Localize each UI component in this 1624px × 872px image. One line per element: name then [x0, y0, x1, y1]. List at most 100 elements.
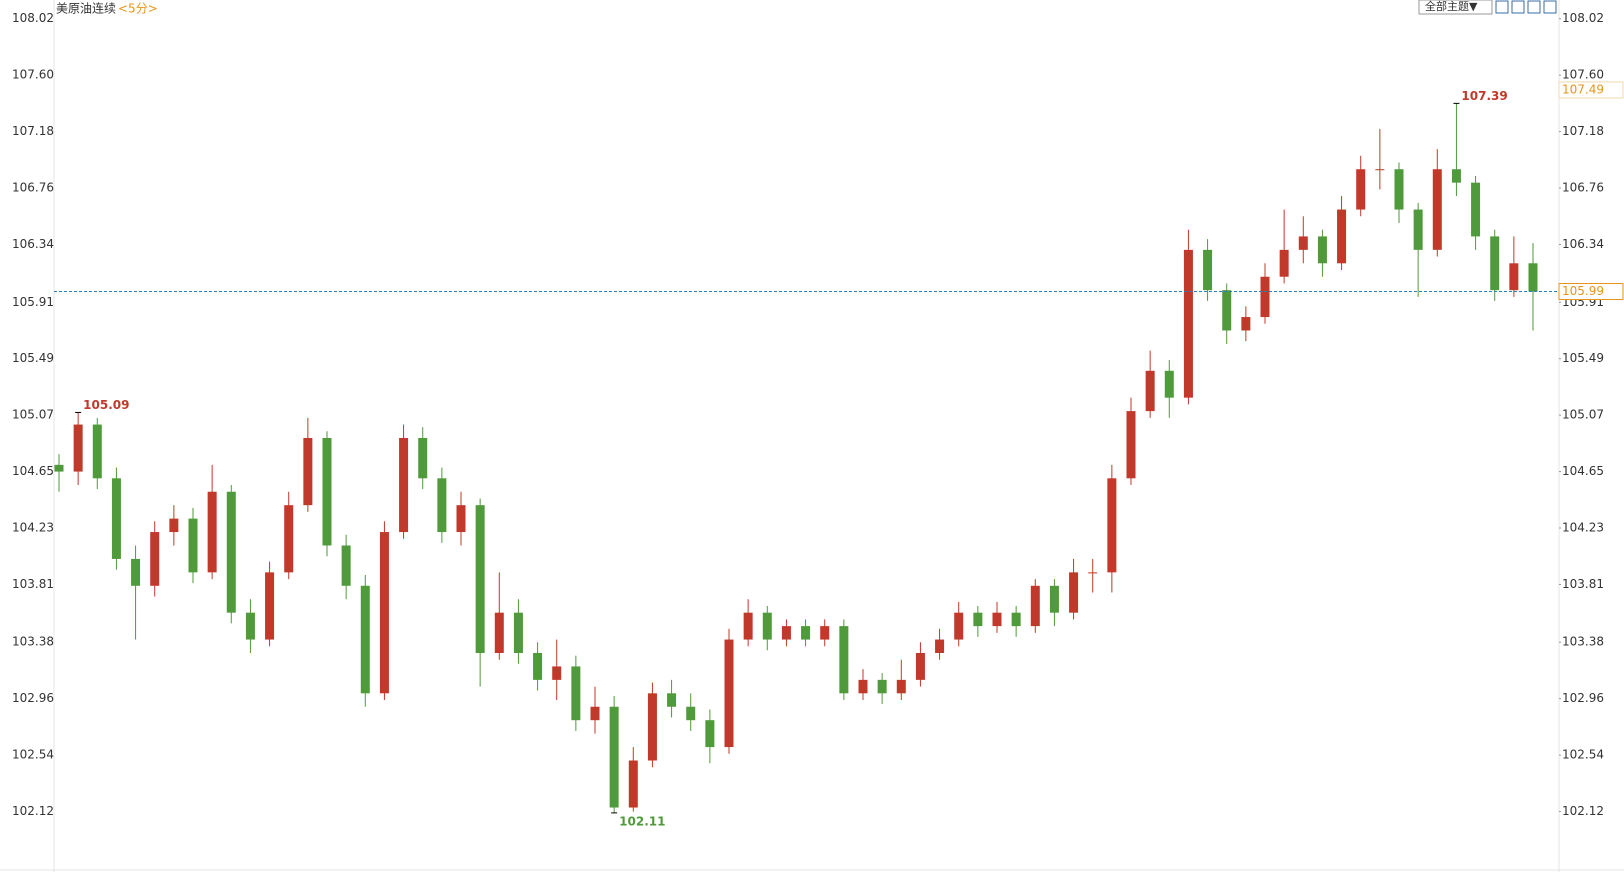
interval[interactable]: <5分>: [118, 2, 158, 16]
y-tick-label-left: 104.23: [12, 521, 54, 535]
candle-body: [992, 612, 1002, 627]
y-tick-label-left: 106.76: [12, 181, 54, 195]
candle-body: [1298, 236, 1308, 250]
candle-body: [1451, 169, 1461, 183]
candle-body: [131, 558, 141, 586]
candle-body: [456, 505, 466, 533]
y-tick-label-right: 105.07: [1562, 408, 1604, 422]
candle-body: [379, 532, 389, 694]
candle-body: [188, 518, 198, 573]
y-tick-label-right: 104.65: [1562, 464, 1604, 478]
y-tick-label-right: 107.60: [1562, 68, 1604, 82]
candle-body: [1528, 263, 1538, 292]
candle-body: [954, 612, 964, 640]
icon-end[interactable]: [1543, 0, 1557, 14]
candle-body: [1145, 370, 1155, 412]
candle-body: [92, 424, 102, 479]
candle-body: [686, 706, 696, 721]
y-tick-label-right: 105.49: [1562, 351, 1604, 365]
candle-body: [1471, 182, 1481, 237]
candle-body: [724, 639, 734, 748]
y-tick-label-right: 106.34: [1562, 237, 1604, 251]
y-tick-label-left: 106.34: [12, 237, 54, 251]
candle-body: [1509, 263, 1519, 291]
theme-button-box[interactable]: [1418, 0, 1493, 15]
candle-body: [284, 505, 294, 573]
toolbar-icons: [1495, 0, 1557, 14]
y-tick-label-left: 107.18: [12, 124, 54, 138]
theme-button[interactable]: 全部主题▼: [1425, 0, 1478, 13]
candle-body: [169, 518, 179, 533]
candle-body: [667, 693, 677, 707]
candle-body: [341, 545, 351, 586]
y-tick-label-left: 102.96: [12, 691, 54, 705]
candle-body: [418, 437, 428, 479]
y-tick-label-left: 108.02: [12, 11, 54, 25]
candle-body: [743, 612, 753, 640]
candle-body: [437, 478, 447, 533]
y-tick-label-right: 106.76: [1562, 181, 1604, 195]
last-price-label: 105.99: [1562, 284, 1604, 298]
icon-zoom-in[interactable]: [1511, 0, 1525, 14]
candle-body: [1394, 169, 1404, 210]
candle-body: [360, 585, 370, 694]
candle-body: [935, 639, 945, 653]
y-tick-label-right: 104.23: [1562, 521, 1604, 535]
candle-body: [762, 612, 772, 640]
candle-body: [207, 491, 217, 573]
y-tick-label-left: 105.49: [12, 351, 54, 365]
candle-body: [475, 505, 485, 653]
candle-body: [973, 612, 983, 627]
candle-body: [858, 679, 868, 694]
candle-body: [1241, 317, 1251, 331]
candle-body: [399, 437, 409, 533]
candle-body: [628, 760, 638, 808]
candle-body: [1279, 249, 1289, 277]
y-tick-label-right: 107.18: [1562, 124, 1604, 138]
extreme-label: 102.11: [619, 814, 665, 828]
y-tick-label-right: 102.12: [1562, 804, 1604, 818]
icon-move[interactable]: [1495, 0, 1509, 14]
candle-body: [303, 437, 313, 506]
candle-body: [1203, 249, 1213, 291]
candle-body: [1164, 370, 1174, 398]
candle-body: [1222, 290, 1232, 331]
last-price-box: [1558, 283, 1624, 301]
y-tick-label-right: 102.96: [1562, 691, 1604, 705]
candle-body: [801, 626, 811, 640]
candle-body: [877, 679, 887, 694]
candle-body: [552, 666, 562, 680]
candle-body: [226, 491, 236, 613]
y-tick-label-left: 107.60: [12, 68, 54, 82]
candle-body: [245, 612, 255, 640]
candle-body: [1011, 612, 1021, 627]
candle-body: [494, 612, 504, 653]
candle-body: [1260, 276, 1270, 318]
reference-price-box: [1558, 81, 1624, 99]
candle-body: [1356, 169, 1366, 210]
extreme-label: 107.39: [1461, 89, 1507, 103]
y-tick-label-left: 102.54: [12, 748, 54, 762]
icon-play[interactable]: [1527, 0, 1541, 14]
y-tick-label-left: 103.81: [12, 577, 54, 591]
y-tick-label-left: 104.65: [12, 464, 54, 478]
candle-body: [590, 706, 600, 721]
candle-body: [73, 424, 83, 472]
y-tick-label-right: 103.38: [1562, 635, 1604, 649]
candle-body: [1107, 478, 1117, 573]
candle-body: [1490, 236, 1500, 291]
candle-body: [705, 720, 715, 748]
candle-body: [1049, 585, 1059, 613]
candle-body: [647, 693, 657, 761]
candle-body: [1375, 169, 1385, 171]
candle-body: [1069, 572, 1079, 613]
candle-body: [1432, 169, 1442, 250]
candle-body: [1088, 572, 1098, 574]
candle-body: [1413, 209, 1423, 250]
candle-body: [513, 612, 523, 653]
y-tick-label-right: 108.02: [1562, 11, 1604, 25]
y-tick-label-left: 105.07: [12, 408, 54, 422]
extreme-label: 105.09: [83, 398, 129, 412]
candle-body: [781, 626, 791, 640]
